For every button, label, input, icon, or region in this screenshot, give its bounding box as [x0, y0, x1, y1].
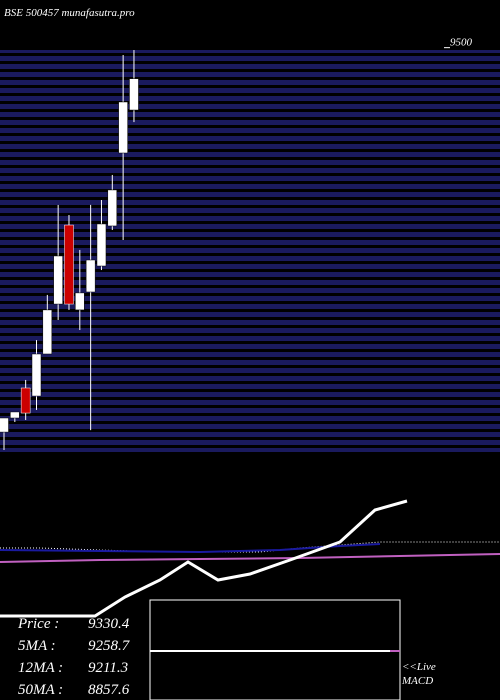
candle-body — [53, 255, 63, 305]
candle-body — [129, 78, 139, 111]
candle-body — [85, 259, 96, 293]
candle-body — [64, 224, 74, 305]
stat-label: 50MA : — [18, 682, 63, 698]
stat-label: Price : — [17, 616, 59, 632]
stat-value: 9258.7 — [88, 638, 131, 654]
candle-body — [20, 387, 31, 414]
y-tick-label: 9500 — [450, 37, 473, 49]
candle-body — [107, 189, 118, 227]
candle-body — [0, 417, 9, 433]
indicator-lines — [0, 499, 500, 618]
candle-body — [75, 292, 85, 311]
candle-body — [118, 101, 128, 154]
stat-label: 5MA : — [18, 638, 56, 654]
stat-value: 9330.4 — [88, 616, 130, 632]
stat-value: 9211.3 — [88, 660, 128, 676]
stat-value: 8857.6 — [88, 682, 130, 698]
chart-title: BSE 500457 munafasutra.pro — [4, 7, 135, 19]
stat-label: 12MA : — [18, 660, 63, 676]
candle-body — [31, 353, 42, 397]
candle-body — [96, 223, 107, 267]
grid-background — [0, 50, 500, 452]
candle-body — [42, 309, 53, 355]
live-link[interactable]: <<Live — [402, 661, 436, 673]
macd-label: MACD — [401, 675, 433, 687]
candle-body — [10, 411, 20, 419]
